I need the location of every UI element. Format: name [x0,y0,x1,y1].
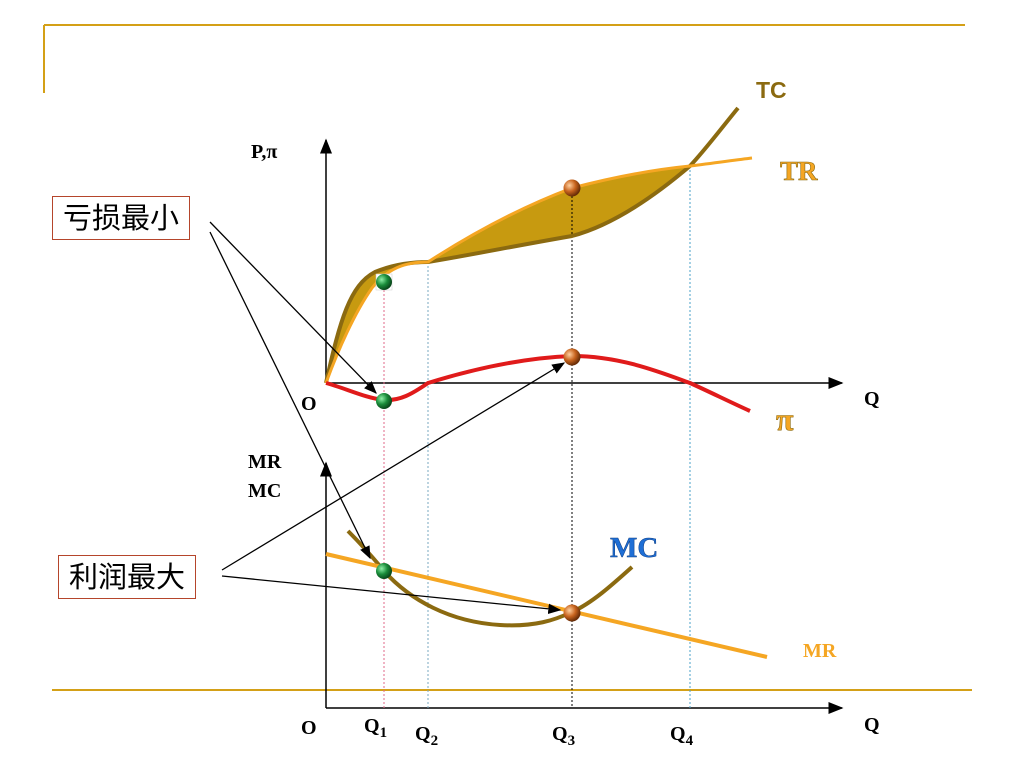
q1-pi-point [376,393,392,409]
tr-curve [324,156,753,384]
lower-y-axis-label-mc: MC [248,480,281,502]
upper-origin-label: O [301,393,317,415]
lower-y-axis-label-mr: MR [248,451,282,473]
loss-arrow-lower [209,231,371,560]
tc-curve [324,106,740,384]
profit-max-callout: 利润最大 [58,555,197,599]
q3-pi-point [563,348,581,366]
loss-arrow-upper [209,221,377,394]
q1-mc-point [376,563,392,579]
q1-label: Q1 [364,715,387,741]
profit-area-shading [428,166,690,262]
upper-y-axis-label: P,π [251,141,277,163]
lower-x-axis-label: Q [864,714,880,736]
mc-curve [346,529,634,628]
mr-curve [325,552,768,659]
q3-label: Q3 [552,723,575,749]
profit-arrow-upper [221,362,566,571]
q4-label: Q4 [670,723,694,749]
tc-label: TC [756,77,787,103]
q3-mc-point [563,604,581,622]
pi-label: π [776,401,794,437]
q2-label: Q2 [415,723,438,749]
q1-tr-point [376,274,392,290]
loss-min-callout: 亏损最小 [52,196,191,240]
mr-label: MR [803,640,837,662]
loss-area-shading [326,262,428,383]
profit-arrow-lower [221,575,562,615]
q3-tr-point [563,179,581,197]
tr-label: TR [780,156,818,186]
mc-label: MC [610,532,658,564]
upper-x-axis-label: Q [864,388,880,410]
lower-origin-label: O [301,717,317,739]
